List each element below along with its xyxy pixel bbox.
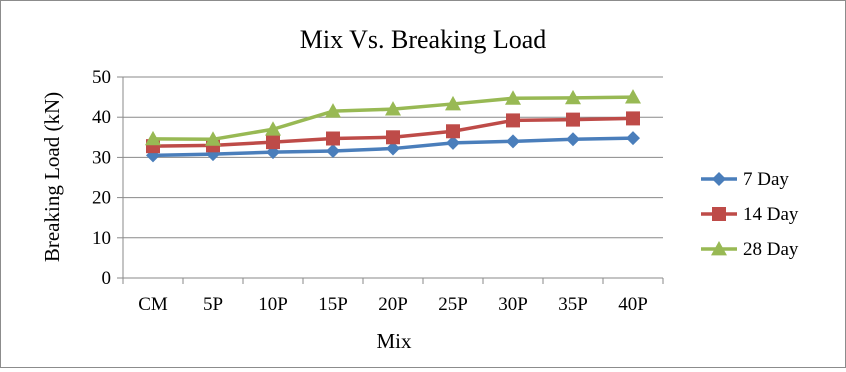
x-tick-label: 5P	[203, 294, 223, 315]
x-tick-label: 15P	[318, 294, 348, 315]
data-point	[326, 143, 340, 158]
data-point	[386, 141, 400, 156]
legend-marker	[712, 172, 726, 186]
legend-label: 14 Day	[743, 204, 799, 225]
data-point	[505, 90, 521, 105]
y-tick-label: 50	[92, 67, 111, 88]
data-point	[506, 134, 520, 149]
data-point	[265, 121, 281, 136]
data-point	[626, 111, 640, 126]
y-tick-label: 0	[102, 268, 112, 289]
data-point	[326, 131, 340, 146]
x-tick-label: 20P	[378, 294, 408, 315]
x-axis-title: Mix	[376, 329, 412, 353]
data-point	[385, 101, 401, 116]
y-tick-label: 40	[92, 107, 111, 128]
data-point	[446, 124, 460, 139]
data-point	[145, 130, 161, 146]
x-tick-labels: CM 5P 10P 15P 20P 25P 30P 35P 40P	[138, 294, 648, 315]
x-tick-label: 25P	[438, 294, 468, 315]
x-tick-label: CM	[138, 294, 168, 315]
data-point	[506, 113, 520, 128]
legend-label: 7 Day	[743, 169, 789, 190]
y-tick-label: 30	[92, 147, 111, 168]
series-group	[145, 89, 641, 163]
data-point	[446, 135, 460, 150]
x-tick-label: 10P	[258, 294, 288, 315]
data-point	[445, 95, 461, 111]
data-point	[386, 130, 400, 145]
y-axis-title: Breaking Load (kN)	[40, 92, 64, 262]
series-triangle	[145, 89, 641, 146]
data-point	[266, 135, 280, 150]
data-point	[566, 112, 580, 127]
y-tick-label: 20	[92, 188, 111, 209]
data-point	[205, 131, 221, 146]
y-tick-labels: 0 10 20 30 40 50	[92, 67, 111, 289]
legend-label: 28 Day	[743, 239, 799, 260]
x-tick-label: 30P	[498, 294, 528, 315]
legend-item: 7 Day	[701, 169, 789, 190]
data-point	[626, 131, 640, 146]
x-tick-label: 40P	[618, 294, 648, 315]
legend: 7 Day 14 Day 28 Day	[701, 169, 799, 260]
axes	[122, 77, 664, 284]
legend-marker	[711, 241, 727, 256]
chart-title: Mix Vs. Breaking Load	[300, 25, 547, 54]
data-point	[565, 89, 581, 105]
data-point	[325, 103, 341, 118]
x-tick-label: 35P	[558, 294, 588, 315]
legend-marker	[712, 207, 726, 221]
legend-item: 28 Day	[701, 239, 799, 260]
y-tick-label: 10	[92, 228, 111, 249]
legend-item: 14 Day	[701, 204, 799, 225]
data-point	[625, 89, 641, 104]
data-point	[566, 132, 580, 147]
